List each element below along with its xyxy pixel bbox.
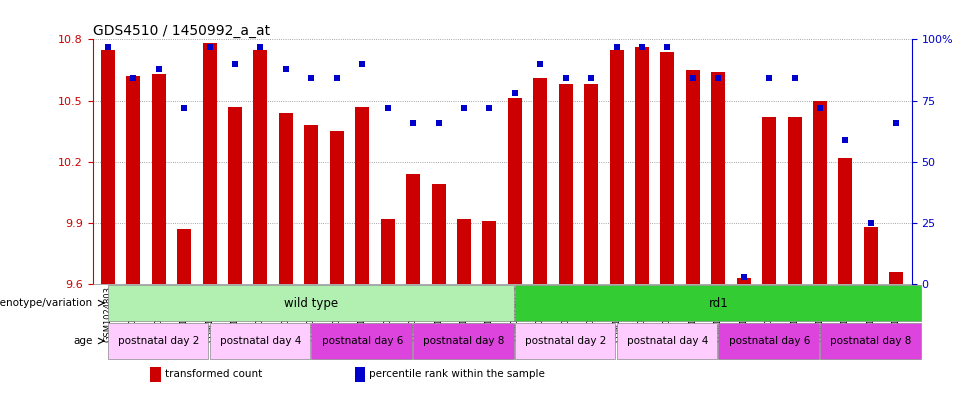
FancyBboxPatch shape [616,323,717,359]
Bar [762,117,776,284]
Text: postnatal day 2: postnatal day 2 [118,336,200,346]
Text: percentile rank within the sample: percentile rank within the sample [370,369,545,380]
Bar [864,227,878,284]
FancyBboxPatch shape [515,285,920,321]
Bar [432,184,446,284]
FancyBboxPatch shape [108,323,209,359]
Text: genotype/variation: genotype/variation [0,298,93,308]
Text: GDS4510 / 1450992_a_at: GDS4510 / 1450992_a_at [93,24,270,38]
Bar [635,48,649,284]
Bar [609,50,624,284]
Bar [685,70,700,284]
Bar [483,221,496,284]
Bar [889,272,904,284]
Text: transformed count: transformed count [165,369,262,380]
Text: postnatal day 6: postnatal day 6 [728,336,810,346]
Bar [838,158,852,284]
Bar [100,50,115,284]
FancyBboxPatch shape [413,323,514,359]
Bar [508,99,522,284]
Text: postnatal day 6: postnatal day 6 [322,336,403,346]
Text: postnatal day 4: postnatal day 4 [219,336,301,346]
Bar [660,51,675,284]
Text: wild type: wild type [285,297,338,310]
Bar [330,131,344,284]
Bar [355,367,366,382]
Text: postnatal day 8: postnatal day 8 [831,336,912,346]
Bar [559,84,572,284]
Text: postnatal day 2: postnatal day 2 [525,336,606,346]
Bar [533,78,547,284]
FancyBboxPatch shape [108,285,514,321]
Bar [152,74,166,284]
Text: postnatal day 4: postnatal day 4 [627,336,708,346]
Bar [813,101,827,284]
Bar [228,107,242,284]
Bar [457,219,471,284]
Text: rd1: rd1 [709,297,728,310]
Text: postnatal day 8: postnatal day 8 [423,336,505,346]
FancyBboxPatch shape [820,323,920,359]
Bar [737,278,751,284]
FancyBboxPatch shape [311,323,411,359]
Bar [254,50,267,284]
Text: age: age [73,336,93,346]
Bar [584,84,598,284]
Bar [355,107,370,284]
Bar [177,229,191,284]
Bar [203,43,216,284]
FancyBboxPatch shape [210,323,310,359]
Bar [279,113,292,284]
Bar [788,117,801,284]
FancyBboxPatch shape [719,323,819,359]
Bar [150,367,161,382]
FancyBboxPatch shape [515,323,615,359]
Bar [712,72,725,284]
Bar [304,125,319,284]
Bar [407,174,420,284]
Bar [380,219,395,284]
Bar [127,76,140,284]
